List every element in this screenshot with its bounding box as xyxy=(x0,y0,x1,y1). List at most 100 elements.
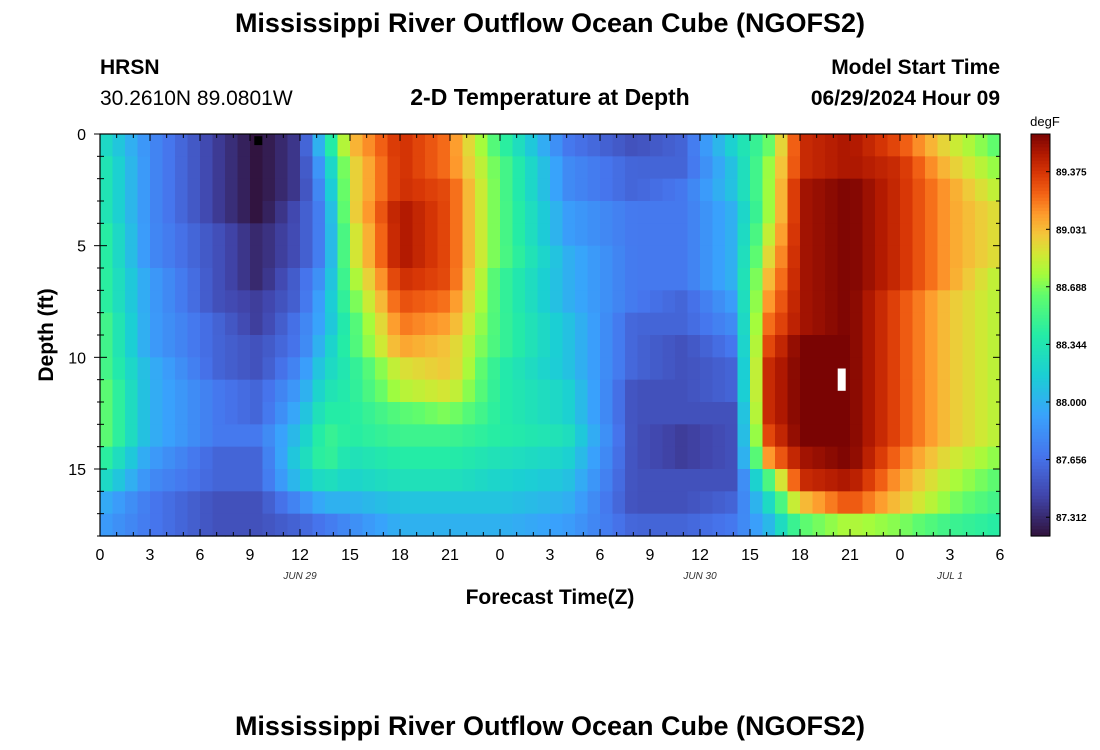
heatmap-cell xyxy=(337,178,351,202)
heatmap-cell xyxy=(912,379,926,403)
heatmap-cell xyxy=(162,312,176,336)
heatmap-cell xyxy=(537,156,551,180)
heatmap-cell xyxy=(137,201,151,224)
heatmap-cell xyxy=(762,290,776,314)
x-tick-label: 3 xyxy=(946,547,955,564)
colorbar-segment xyxy=(1031,435,1050,440)
heatmap-cell xyxy=(637,513,651,537)
heatmap-cell xyxy=(800,446,814,470)
heatmap-cell xyxy=(600,513,614,537)
heatmap-cell xyxy=(962,134,976,157)
heatmap-cell xyxy=(487,223,501,247)
heatmap-cell xyxy=(387,469,401,492)
x-axis-label: Forecast Time(Z) xyxy=(466,586,635,609)
heatmap-cell xyxy=(225,268,239,291)
heatmap-cell xyxy=(275,245,289,269)
colorbar-segment xyxy=(1031,522,1050,527)
heatmap-cell xyxy=(262,469,276,492)
y-tick-label: 0 xyxy=(77,127,86,144)
heatmap-cell xyxy=(850,335,864,358)
heatmap-cell xyxy=(887,424,901,448)
heatmap-cell xyxy=(587,290,601,314)
heatmap-cell xyxy=(787,290,801,314)
heatmap-cell xyxy=(612,513,626,537)
x-tick-label: 0 xyxy=(496,547,505,564)
heatmap-cell xyxy=(137,134,151,157)
heatmap-cell xyxy=(425,312,439,336)
heatmap-cell xyxy=(150,312,164,336)
heatmap-cell xyxy=(912,491,926,515)
heatmap-cell xyxy=(962,424,976,448)
heatmap-cell xyxy=(225,469,239,492)
heatmap-cell xyxy=(850,156,864,180)
heatmap-cell xyxy=(250,290,264,314)
heatmap-cell xyxy=(850,312,864,336)
heatmap-cell xyxy=(637,245,651,269)
heatmap-cell xyxy=(912,513,926,537)
heatmap-cell xyxy=(837,268,851,291)
heatmap-cell xyxy=(887,223,901,247)
heatmap-cell xyxy=(825,402,839,425)
heatmap-cell xyxy=(150,290,164,314)
heatmap-cell xyxy=(300,424,314,448)
heatmap-cell xyxy=(875,446,889,470)
heatmap-cell xyxy=(675,446,689,470)
heatmap-cell xyxy=(762,312,776,336)
heatmap-cell xyxy=(987,402,1001,425)
heatmap-cell xyxy=(487,335,501,358)
colorbar-segment xyxy=(1031,321,1050,326)
colorbar-segment xyxy=(1031,177,1050,182)
heatmap-cell xyxy=(500,424,514,448)
heatmap-cell xyxy=(925,156,939,180)
x-axis: 0 3 6 9 12 15 18 21 0 3 6 9 12 15 18 21 0 3 6 JUN 29 JUN 30 J… xyxy=(96,134,1005,582)
heatmap-cell xyxy=(950,134,964,157)
heatmap-cell xyxy=(225,357,239,381)
heatmap-cell xyxy=(237,335,251,358)
heatmap-cell xyxy=(325,446,339,470)
heatmap-cell xyxy=(525,134,539,157)
heatmap-cell xyxy=(412,201,426,224)
heatmap-cell xyxy=(375,268,389,291)
heatmap-cell xyxy=(400,513,414,537)
heatmap-cell xyxy=(750,513,764,537)
heatmap-cell xyxy=(387,513,401,537)
colorbar-segment xyxy=(1031,338,1050,343)
heatmap-cell xyxy=(300,223,314,247)
heatmap-cell xyxy=(150,245,164,269)
colorbar-segment xyxy=(1031,505,1050,510)
heatmap-cell xyxy=(475,178,489,202)
heatmap-cell xyxy=(275,134,289,157)
heatmap-cell xyxy=(200,402,214,425)
heatmap-cell xyxy=(787,245,801,269)
heatmap-cell xyxy=(837,491,851,515)
heatmap-cell xyxy=(662,335,676,358)
colorbar-segment xyxy=(1031,432,1050,437)
heatmap-cell xyxy=(487,268,501,291)
heatmap-cell xyxy=(375,469,389,492)
heatmap-cell xyxy=(550,245,564,269)
heatmap-cell xyxy=(600,357,614,381)
heatmap-cell xyxy=(450,446,464,470)
heatmap-cell xyxy=(412,424,426,448)
heatmap-cell xyxy=(275,201,289,224)
colorbar-segment xyxy=(1031,278,1050,282)
heatmap-cell xyxy=(637,134,651,157)
heatmap-cell xyxy=(212,491,226,515)
x-tick-label: 12 xyxy=(291,547,309,564)
heatmap-cell xyxy=(137,156,151,180)
heatmap-cell xyxy=(225,156,239,180)
colorbar-segment xyxy=(1031,190,1050,195)
heatmap-cell xyxy=(875,201,889,224)
heatmap-cell xyxy=(650,513,664,537)
heatmap-cell xyxy=(275,513,289,537)
heatmap-cell xyxy=(925,312,939,336)
heatmap-cell xyxy=(525,469,539,492)
heatmap-cell xyxy=(912,469,926,492)
colorbar-segment xyxy=(1031,241,1050,246)
heatmap-cell xyxy=(387,402,401,425)
y-axis-label: Depth (ft) xyxy=(35,288,58,381)
heatmap-cell xyxy=(612,201,626,224)
heatmap-cell xyxy=(675,513,689,537)
colorbar-segment xyxy=(1031,211,1050,215)
heatmap-cell xyxy=(900,469,914,492)
